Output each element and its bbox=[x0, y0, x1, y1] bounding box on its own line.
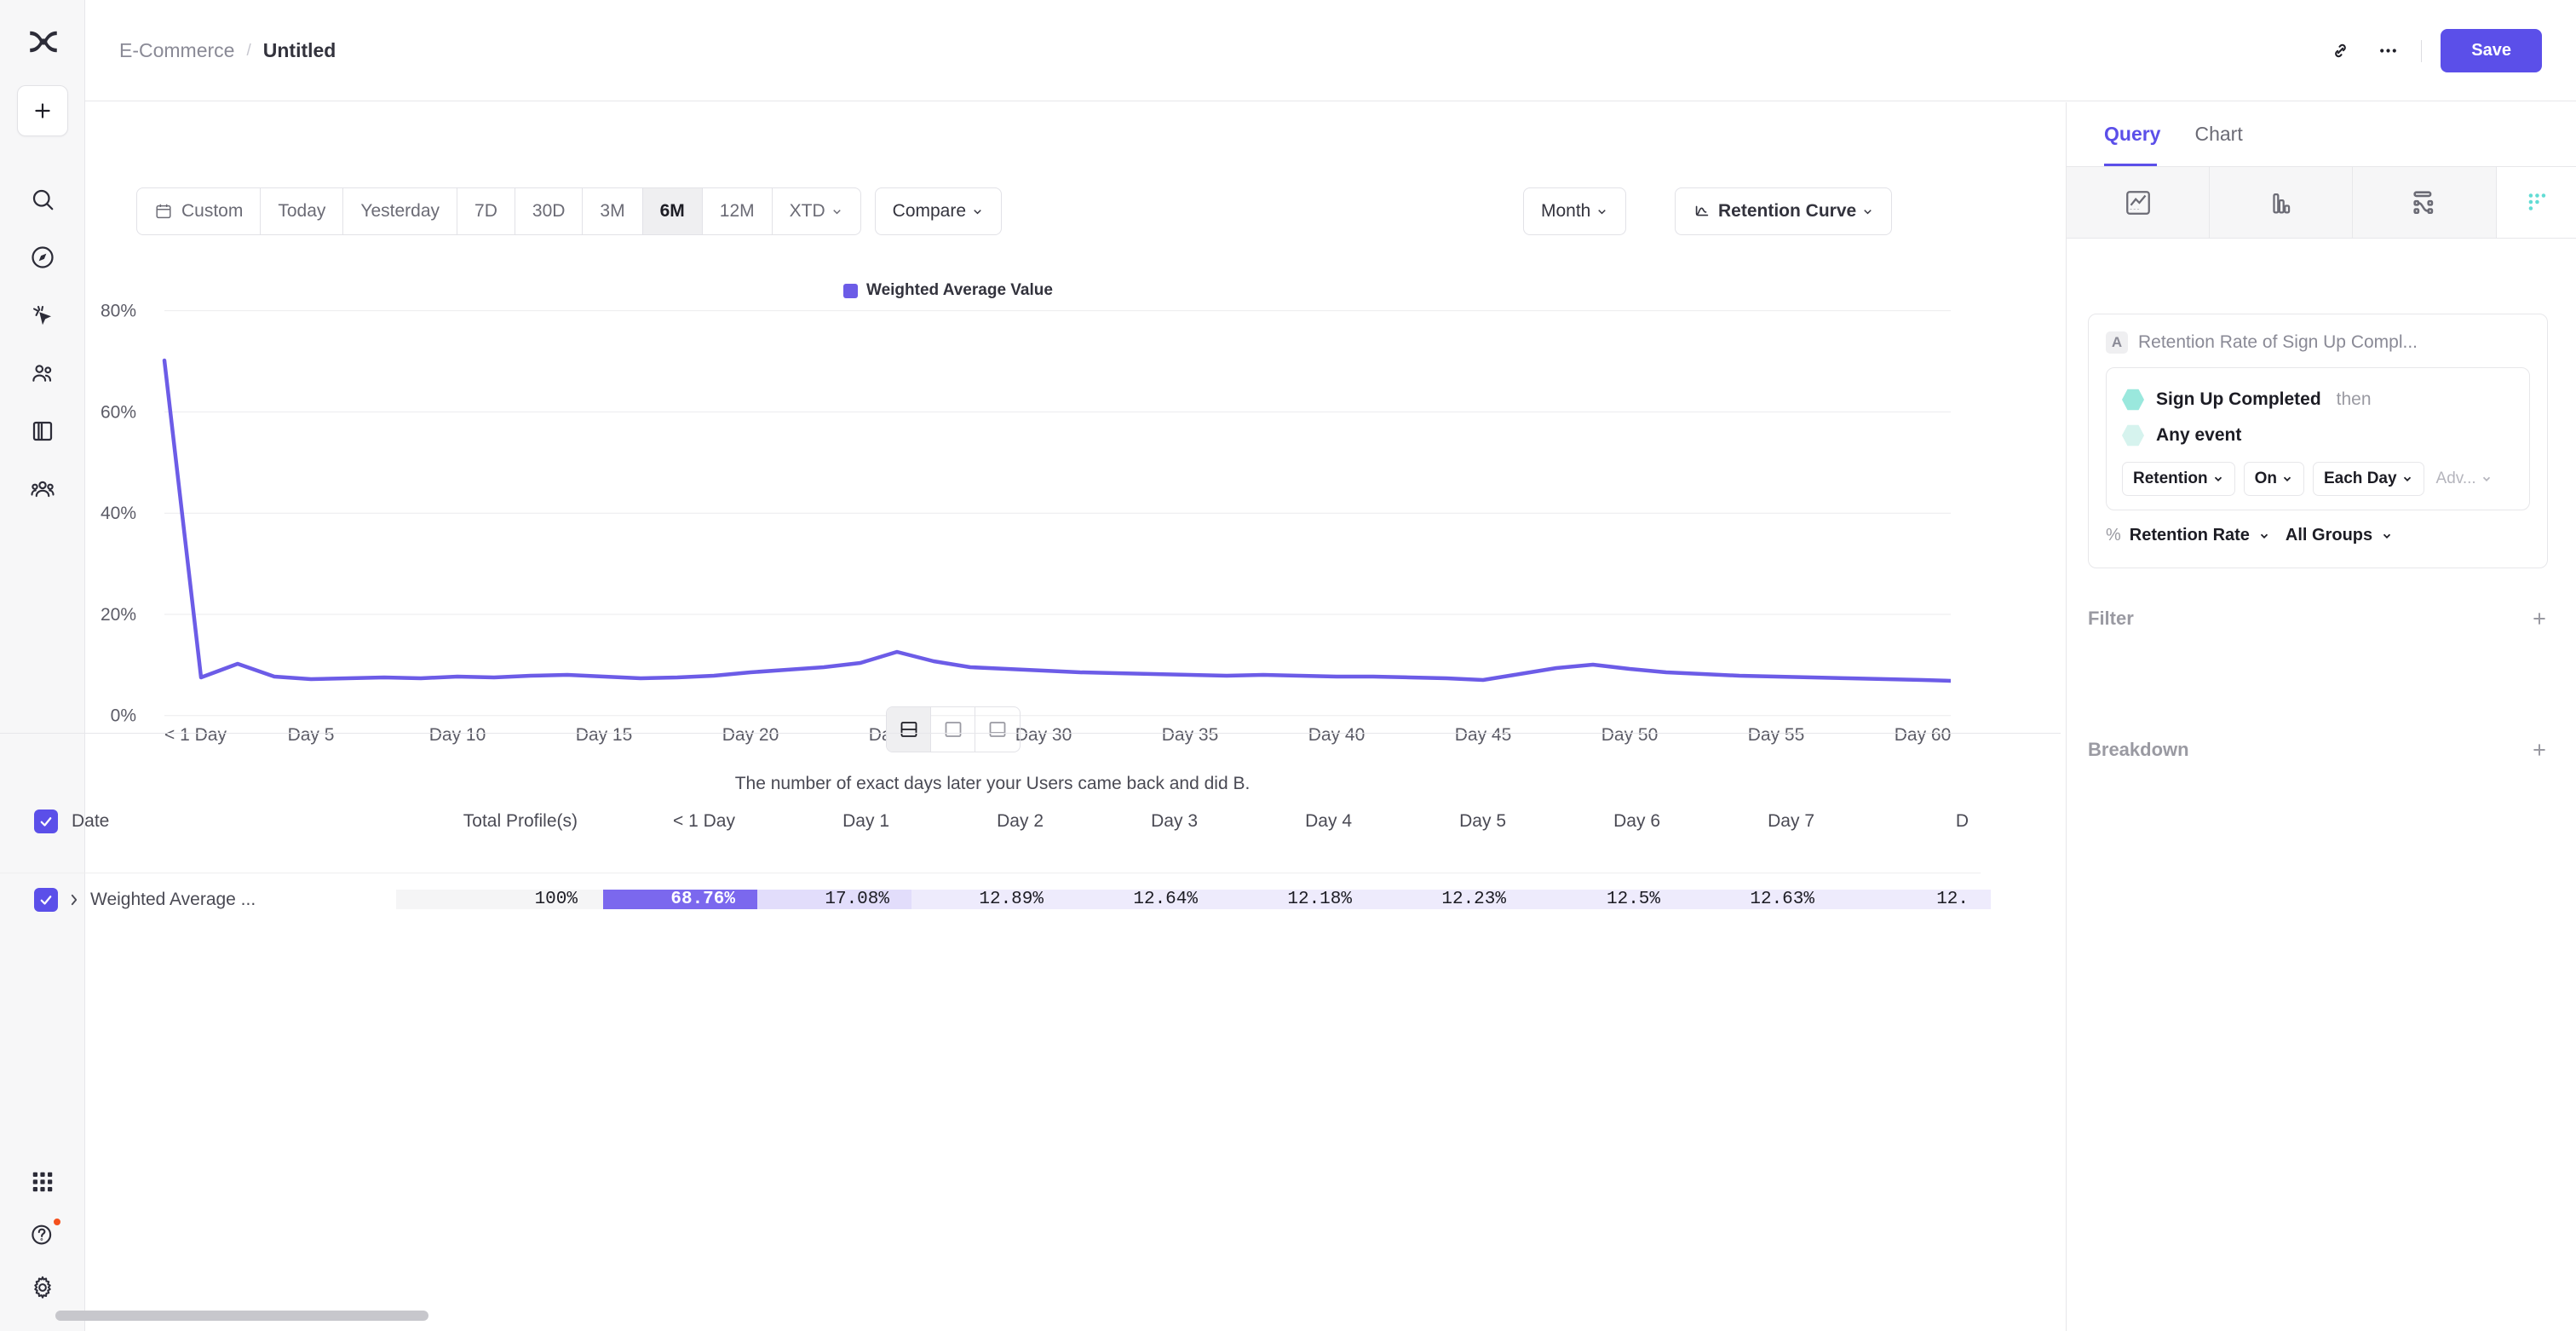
svg-text:60%: 60% bbox=[101, 402, 136, 422]
svg-text:0%: 0% bbox=[111, 706, 136, 726]
svg-text:40%: 40% bbox=[101, 504, 136, 523]
svg-text:80%: 80% bbox=[101, 302, 136, 321]
svg-text:20%: 20% bbox=[101, 605, 136, 625]
